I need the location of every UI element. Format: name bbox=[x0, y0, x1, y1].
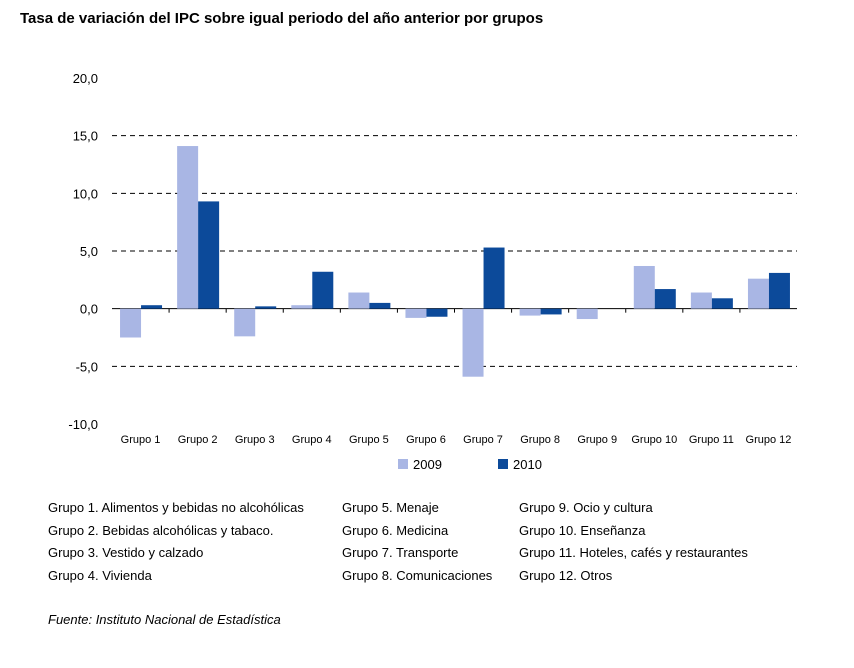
description-item: Grupo 7. Transporte bbox=[342, 545, 459, 561]
bar-2009-grupo-2 bbox=[177, 146, 199, 309]
description-item: Grupo 5. Menaje bbox=[342, 500, 439, 515]
description-item: Grupo 3. Vestido y calzado bbox=[48, 545, 204, 561]
bar-2009-grupo-5 bbox=[348, 292, 370, 309]
bar-2010-grupo-2 bbox=[198, 201, 220, 309]
legend-label-2010: 2010 bbox=[513, 457, 542, 472]
x-category-label: Grupo 6 bbox=[406, 434, 446, 446]
bar-2010-grupo-12 bbox=[768, 272, 790, 309]
source-note: Fuente: Instituto Nacional de Estadístic… bbox=[48, 612, 281, 627]
bar-2009-grupo-8 bbox=[519, 308, 541, 316]
bar-2009-grupo-6 bbox=[405, 308, 427, 318]
description-item: Grupo 12. Otros bbox=[519, 568, 613, 584]
legend-swatch-2009 bbox=[398, 459, 408, 469]
x-category-label: Grupo 2 bbox=[178, 434, 218, 446]
bar-2009-grupo-11 bbox=[690, 292, 712, 309]
x-category-label: Grupo 10 bbox=[631, 434, 677, 446]
x-category-label: Grupo 7 bbox=[463, 434, 503, 446]
x-category-label: Grupo 12 bbox=[746, 434, 792, 446]
bar-2010-grupo-10 bbox=[654, 289, 676, 309]
description-column-2: Grupo 5. Menaje Grupo 6. Medicina Grupo … bbox=[342, 497, 492, 588]
bar-2010-grupo-6 bbox=[426, 308, 448, 317]
bar-2009-grupo-9 bbox=[576, 308, 598, 320]
y-tick-label: 5,0 bbox=[80, 244, 98, 259]
bar-2010-grupo-5 bbox=[369, 302, 391, 309]
bar-2009-grupo-4 bbox=[291, 305, 313, 309]
y-axis-ticks: 20,0 15,0 10,0 5,0 0,0 -5,0 -10,0 bbox=[68, 71, 98, 432]
x-category-label: Grupo 1 bbox=[121, 434, 161, 446]
x-category-label: Grupo 5 bbox=[349, 434, 389, 446]
x-category-label: Grupo 9 bbox=[577, 434, 617, 446]
description-item: Grupo 10. Enseñanza bbox=[519, 522, 646, 538]
bar-2009-grupo-12 bbox=[747, 278, 769, 309]
bar-2010-grupo-1 bbox=[141, 305, 163, 309]
description-item: Grupo 8. Comunicaciones bbox=[342, 568, 493, 584]
legend-swatch-2010 bbox=[498, 459, 508, 469]
bar-2010-grupo-8 bbox=[540, 308, 562, 315]
x-axis-categories: Grupo 1 Grupo 2 Grupo 3 Grupo 4 Grupo 5 Grupo… bbox=[121, 308, 792, 446]
y-tick-label: -5,0 bbox=[76, 359, 98, 374]
description-item: Grupo 11. Hoteles, cafés y restaurantes bbox=[519, 545, 748, 561]
description-item: Grupo 6. Medicina bbox=[342, 522, 449, 538]
y-tick-label: 20,0 bbox=[73, 71, 98, 86]
y-tick-label: 15,0 bbox=[73, 129, 98, 144]
bar-2009-grupo-10 bbox=[633, 265, 655, 309]
bars bbox=[120, 146, 790, 377]
x-category-label: Grupo 4 bbox=[292, 434, 332, 446]
x-category-label: Grupo 3 bbox=[235, 434, 275, 446]
bar-2010-grupo-11 bbox=[711, 298, 733, 309]
bar-2010-grupo-3 bbox=[255, 306, 277, 309]
bar-2009-grupo-1 bbox=[120, 308, 142, 338]
y-tick-label: 10,0 bbox=[73, 186, 98, 201]
chart-title: Tasa de variación del IPC sobre igual pe… bbox=[20, 10, 544, 27]
description-item: Grupo 1. Alimentos y bebidas no alcohóli… bbox=[48, 500, 304, 515]
x-category-label: Grupo 11 bbox=[689, 434, 734, 446]
description-column-3: Grupo 9. Ocio y cultura Grupo 10. Enseña… bbox=[519, 497, 748, 588]
bar-2009-grupo-3 bbox=[234, 308, 256, 337]
y-tick-label: -10,0 bbox=[68, 417, 98, 432]
description-item: Grupo 4. Vivienda bbox=[48, 568, 152, 584]
y-tick-label: 0,0 bbox=[80, 302, 98, 317]
bar-2009-grupo-7 bbox=[462, 308, 484, 377]
description-item: Grupo 9. Ocio y cultura bbox=[519, 500, 653, 515]
description-column-1: Grupo 1. Alimentos y bebidas no alcohóli… bbox=[48, 497, 304, 588]
legend-label-2009: 2009 bbox=[413, 457, 442, 472]
bar-chart: 20,015,010,05,00,0-5,0-10,0 Grupo 1 Grupo… bbox=[68, 71, 797, 472]
bar-2010-grupo-4 bbox=[312, 271, 334, 309]
legend: 2009 2010 bbox=[398, 457, 542, 472]
bar-2010-grupo-7 bbox=[483, 247, 505, 309]
x-category-label: Grupo 8 bbox=[520, 434, 560, 446]
description-item: Grupo 2. Bebidas alcohólicas y tabaco. bbox=[48, 522, 274, 538]
